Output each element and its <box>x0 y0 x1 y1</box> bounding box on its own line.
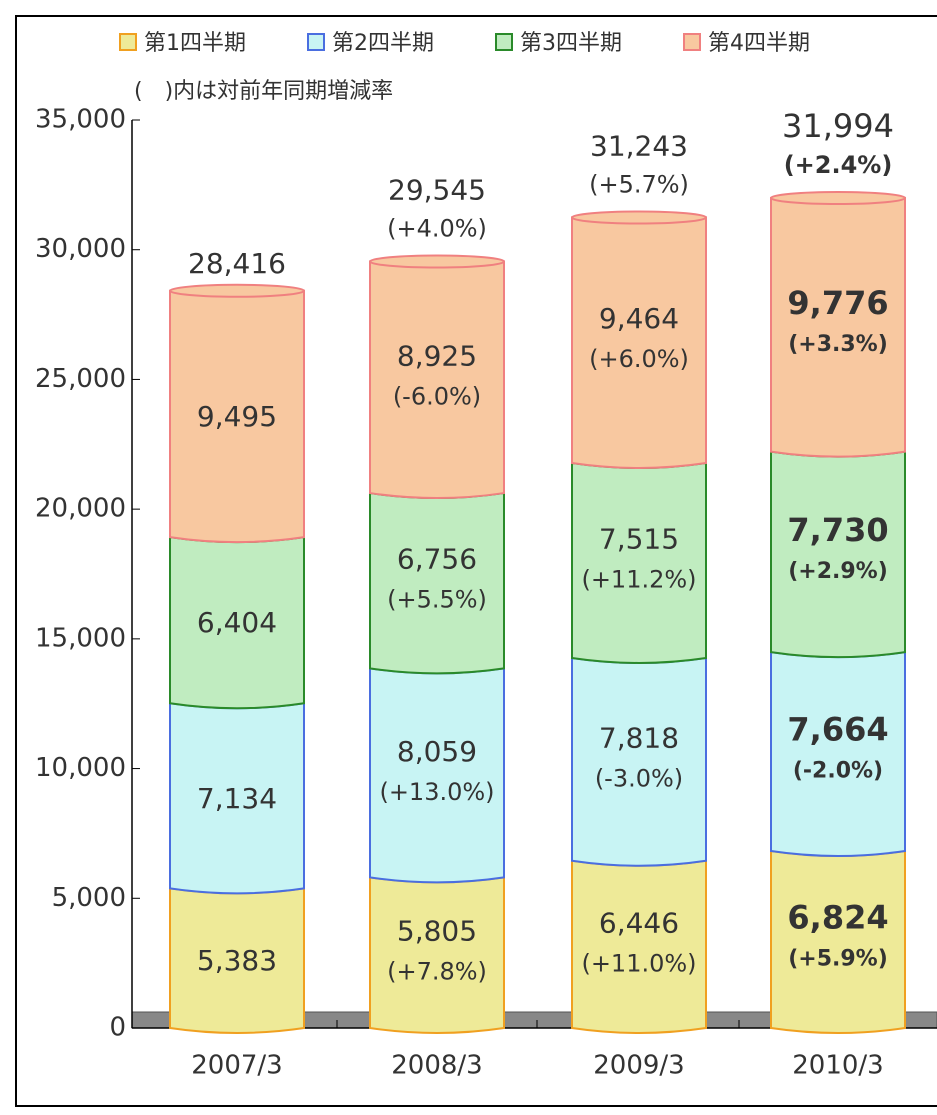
value-label: 5,383 <box>197 944 277 977</box>
value-label: 7,818 <box>599 721 679 754</box>
bar-segment <box>571 461 707 664</box>
value-label: 5,805 <box>397 915 477 948</box>
bar-cap <box>369 254 505 269</box>
growth-label: (+11.0%) <box>581 949 696 977</box>
legend-label: 第1四半期 <box>144 31 246 56</box>
value-label: 6,446 <box>599 906 679 939</box>
y-tick-label: 0 <box>109 1013 126 1043</box>
total-growth-label: (+4.0%) <box>387 215 487 243</box>
y-tick-label: 25,000 <box>35 364 126 394</box>
growth-label: (-3.0%) <box>595 764 683 792</box>
bar-segment <box>571 656 707 867</box>
total-label: 31,243 <box>590 129 688 162</box>
growth-label: (+7.8%) <box>387 958 487 986</box>
total-label: 29,545 <box>388 174 486 207</box>
x-tick-label: 2008/3 <box>391 1051 482 1081</box>
bar-segment <box>369 491 505 675</box>
value-label: 7,664 <box>787 711 888 749</box>
growth-label: (+3.3%) <box>788 332 888 357</box>
x-tick-label: 2009/3 <box>593 1051 684 1081</box>
bar-segment <box>571 859 707 1034</box>
y-tick-label: 5,000 <box>52 883 126 913</box>
value-label: 7,134 <box>197 782 277 815</box>
value-label: 7,730 <box>787 511 888 549</box>
growth-label: (+5.5%) <box>387 586 487 614</box>
legend-label: 第3四半期 <box>520 31 622 56</box>
x-tick-label: 2007/3 <box>191 1051 282 1081</box>
growth-label: (+2.9%) <box>788 559 888 584</box>
total-growth-label: (+2.4%) <box>784 151 893 179</box>
bar-segment <box>571 216 707 469</box>
frame <box>15 15 937 1107</box>
y-tick-label: 30,000 <box>35 234 126 264</box>
value-label: 9,776 <box>787 284 888 322</box>
value-label: 9,495 <box>197 400 277 433</box>
subtitle: ( )内は対前年同期増減率 <box>134 79 393 104</box>
legend-swatch <box>307 33 325 51</box>
total-label: 28,416 <box>188 247 286 280</box>
bar-cap <box>770 190 906 205</box>
bar-segment <box>770 849 906 1034</box>
growth-label: (-6.0%) <box>393 382 481 410</box>
value-label: 6,756 <box>397 543 477 576</box>
y-tick-label: 35,000 <box>35 105 126 135</box>
bar-segment <box>369 667 505 884</box>
bar-segment <box>770 650 906 857</box>
x-tick-label: 2010/3 <box>792 1051 883 1081</box>
legend-label: 第2四半期 <box>332 31 434 56</box>
growth-label: (+5.9%) <box>788 946 888 971</box>
y-tick-label: 15,000 <box>35 623 126 653</box>
growth-label: (+11.2%) <box>581 565 696 593</box>
y-tick-label: 10,000 <box>35 753 126 783</box>
bar-segment <box>369 260 505 500</box>
total-growth-label: (+5.7%) <box>589 170 689 198</box>
legend-label: 第4四半期 <box>708 31 810 56</box>
bar-cap <box>169 283 305 298</box>
value-label: 6,824 <box>787 898 888 936</box>
value-label: 6,404 <box>197 606 277 639</box>
value-label: 8,925 <box>397 339 477 372</box>
bar-segment <box>369 876 505 1034</box>
value-label: 7,515 <box>599 522 679 555</box>
bar-cap <box>571 210 707 225</box>
total-label: 31,994 <box>782 107 894 145</box>
legend-swatch <box>683 33 701 51</box>
growth-label: (-2.0%) <box>793 759 883 784</box>
value-label: 9,464 <box>599 302 679 335</box>
y-tick-label: 20,000 <box>35 494 126 524</box>
growth-label: (+13.0%) <box>379 778 494 806</box>
legend-swatch <box>119 33 137 51</box>
legend-swatch <box>495 33 513 51</box>
growth-label: (+6.0%) <box>589 345 689 373</box>
bar-segment <box>770 450 906 659</box>
bar-segment <box>770 196 906 458</box>
value-label: 8,059 <box>397 735 477 768</box>
